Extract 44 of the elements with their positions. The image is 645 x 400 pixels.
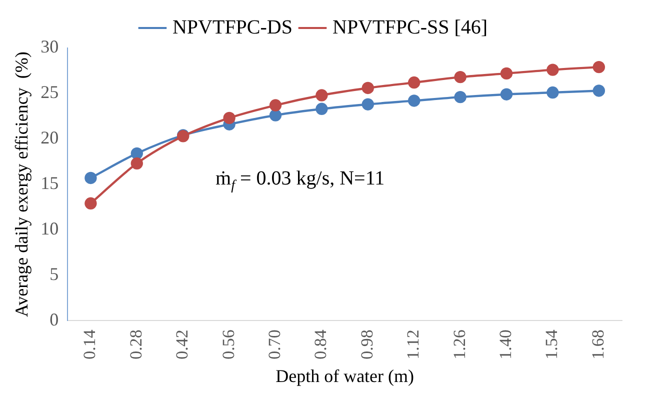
point [408,94,420,107]
x-tick-label: 1.68 [588,330,608,360]
x-axis-title: Depth of water (m) [276,366,414,386]
x-tick-label: 0.28 [126,330,146,360]
point [223,112,236,124]
x-tick-label: 1.12 [404,330,423,360]
y-axis-title: Average daily exergy efficiency (%) [12,52,32,318]
x-tick-label: 1.26 [450,330,469,360]
x-tick-label: 0.42 [172,330,192,360]
legend-label: NPVTFPC-SS [46] [332,16,488,38]
point [316,89,328,102]
y-tick-label: 0 [50,309,59,330]
point [408,76,420,89]
y-tick-label: 5 [50,264,59,284]
point [269,109,282,122]
point [130,147,143,160]
point [269,99,282,112]
y-tick-label: 10 [40,218,59,238]
point [546,86,559,99]
point [130,157,143,170]
x-tick-label: 0.56 [218,330,238,360]
legend-label: NPVTFPC-DS [172,16,293,38]
point [546,64,559,76]
point [592,60,605,74]
x-tick-label: 0.98 [357,330,376,360]
x-tick-label: 1.40 [496,330,515,360]
point [454,70,466,84]
x-tick-label: 1.54 [542,329,562,360]
y-tick-label: 25 [40,82,59,102]
x-tick-label: 0.70 [264,330,284,360]
point [454,90,466,104]
y-tick-label: 20 [40,128,59,148]
point [500,67,513,80]
point [592,84,605,97]
y-tick-label: 30 [40,36,59,57]
x-tick-label: 0.84 [311,329,330,360]
point [84,172,97,184]
point [362,98,374,110]
x-tick-label: 0.14 [80,329,100,360]
point [84,197,97,210]
y-tick-label: 15 [40,173,59,194]
point [362,82,374,94]
point [500,88,513,100]
point [316,102,328,115]
